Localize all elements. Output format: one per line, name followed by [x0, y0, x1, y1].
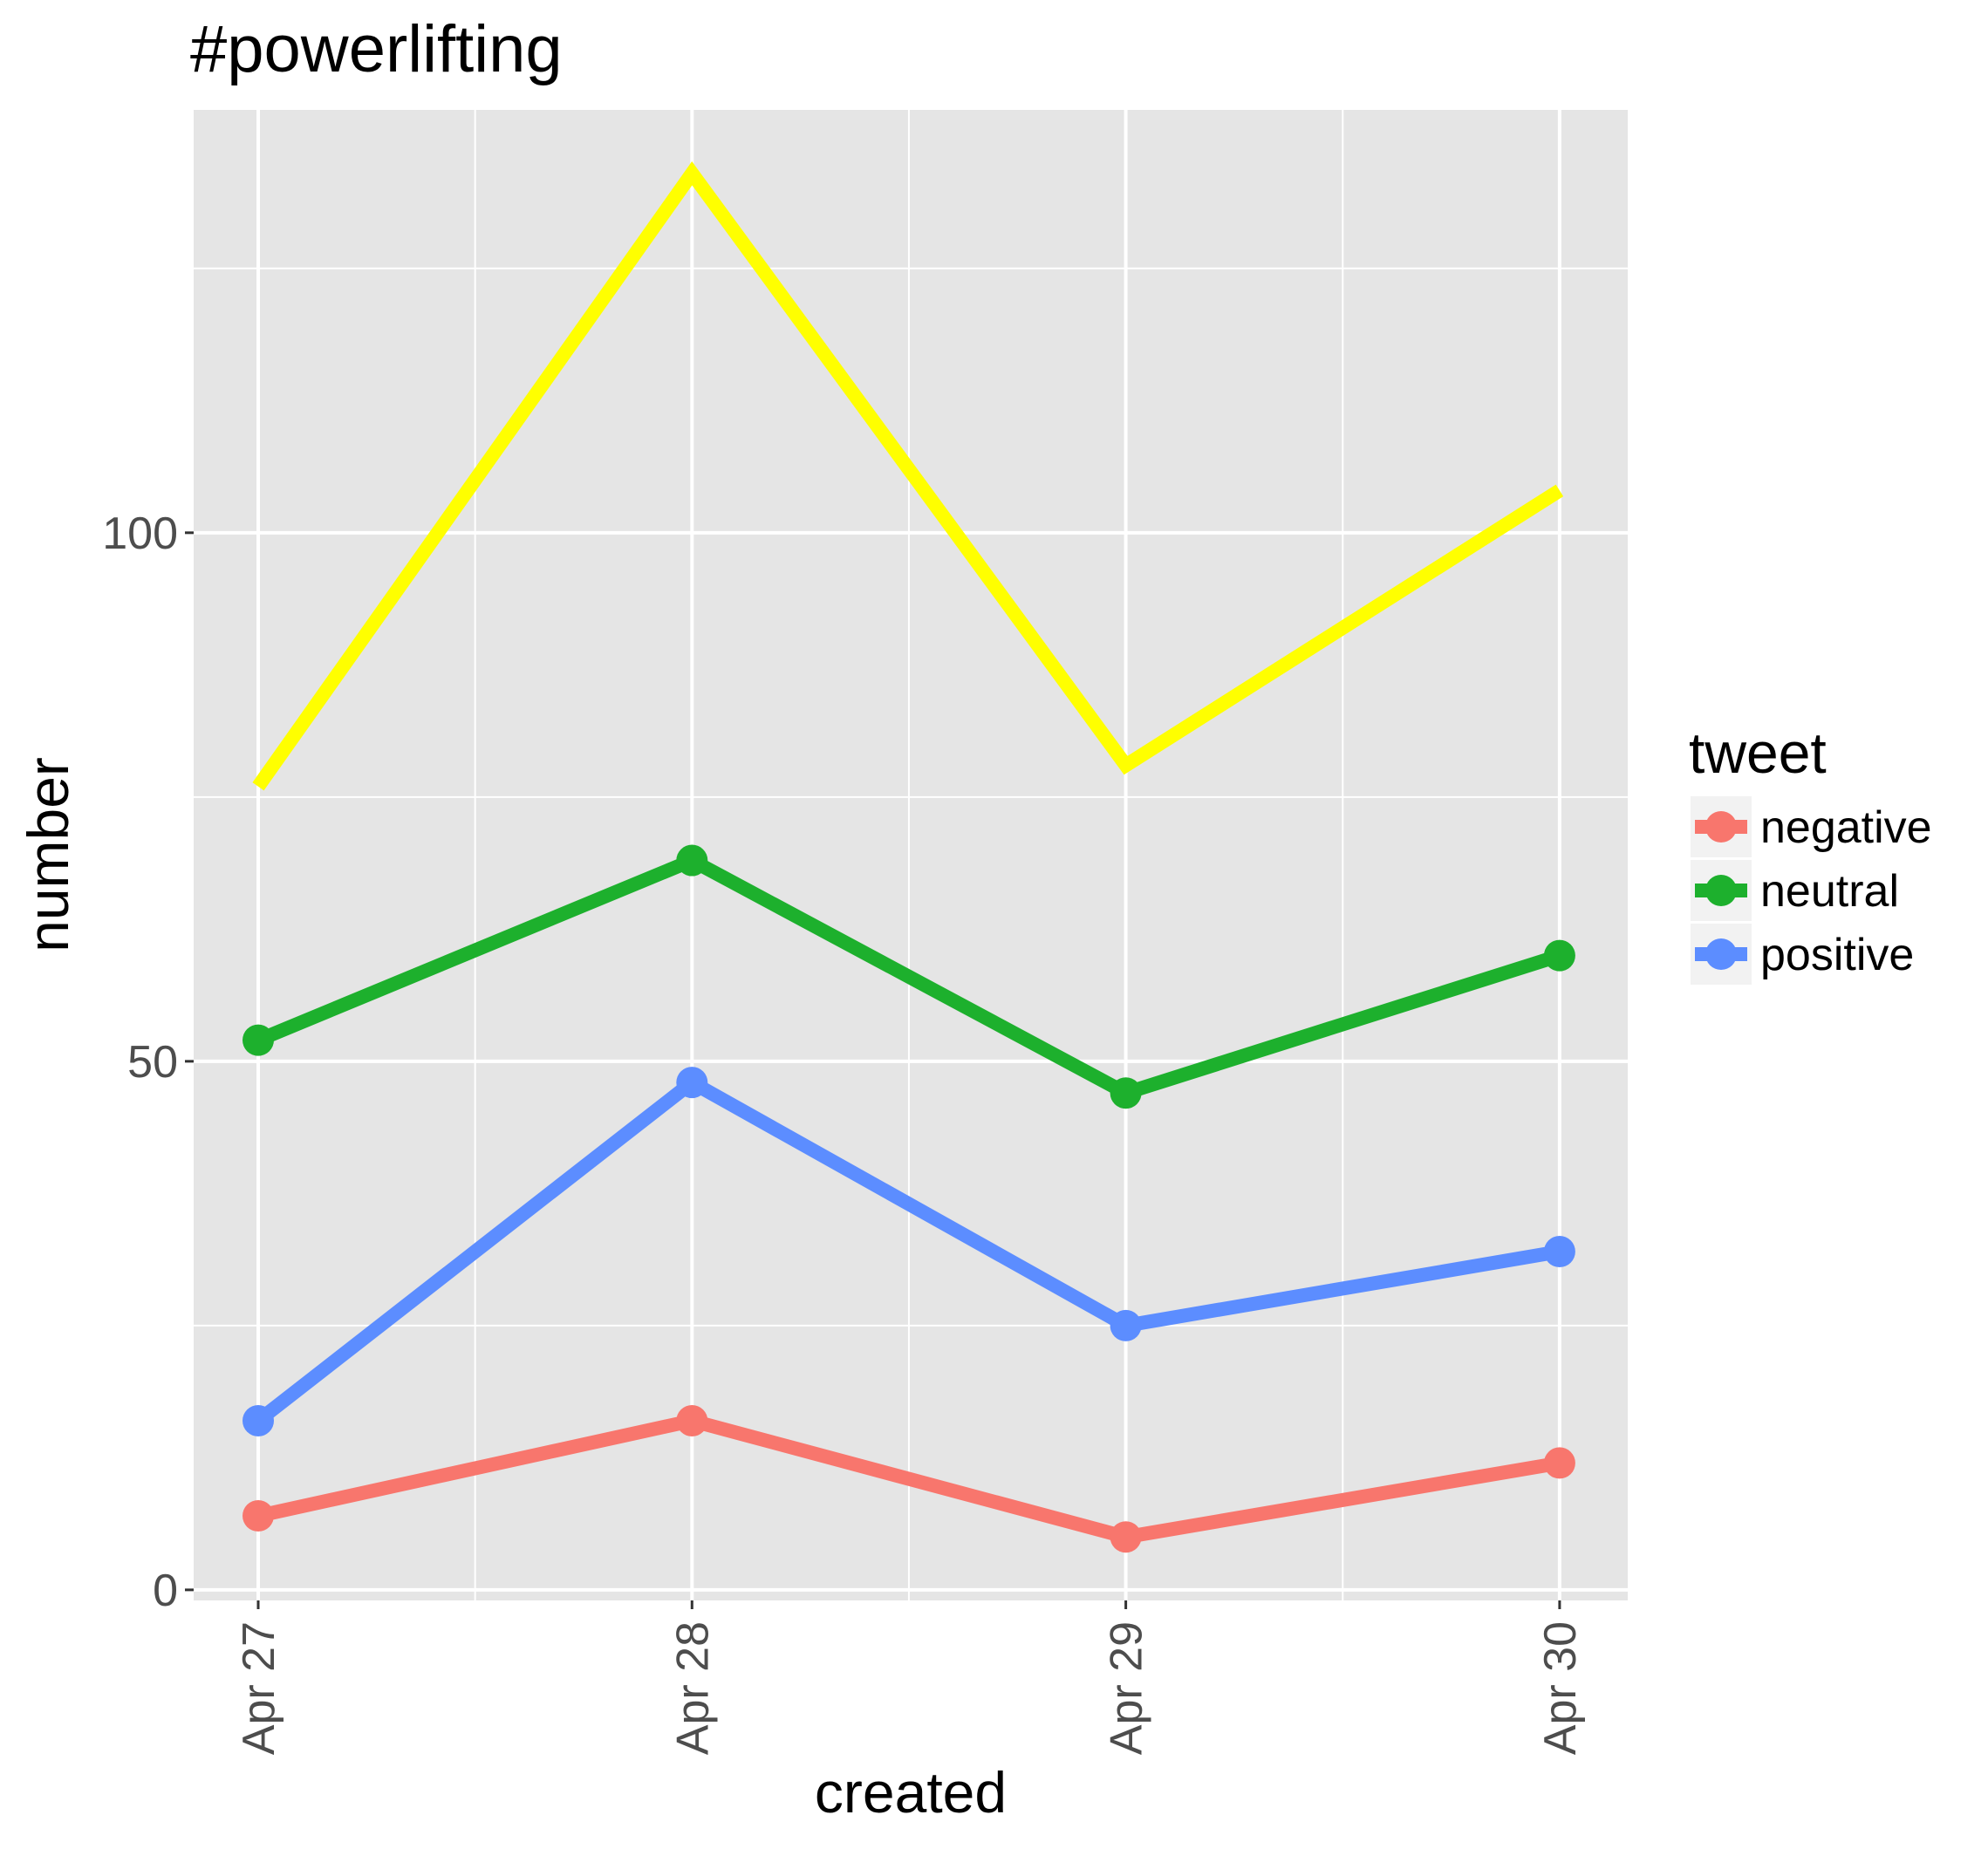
- legend-key-point: [1705, 938, 1737, 970]
- grid-minor: [194, 110, 1628, 1600]
- chart-title: #powerlifting: [190, 12, 563, 86]
- neutral-point: [676, 844, 708, 877]
- y-axis: 0 50 100: [102, 508, 194, 1616]
- positive-point: [1543, 1236, 1575, 1268]
- neutral-point: [1110, 1077, 1142, 1109]
- x-axis: Apr 27 Apr 28 Apr 29 Apr 30: [234, 1600, 1586, 1755]
- legend-key-point: [1705, 811, 1737, 843]
- grid-major: [194, 110, 1628, 1600]
- neutral-series-line: [255, 852, 1562, 1101]
- positive-point: [1110, 1309, 1142, 1341]
- positive-point: [243, 1404, 274, 1436]
- negative-point: [676, 1404, 708, 1436]
- y-tick-label: 100: [102, 508, 178, 559]
- positive-point: [676, 1067, 708, 1099]
- x-tick-label: Apr 27: [234, 1621, 284, 1755]
- y-axis-label: number: [16, 757, 80, 952]
- unlabeled-series-line: [252, 161, 1564, 791]
- y-tick-label: 0: [153, 1566, 178, 1616]
- series-layer: [243, 161, 1575, 1553]
- x-axis-label: created: [815, 1760, 1007, 1825]
- y-tick-label: 50: [127, 1037, 178, 1088]
- negative-point: [1543, 1447, 1575, 1479]
- legend: tweet negative neutral positive: [1689, 720, 1932, 985]
- neutral-point: [1543, 939, 1575, 972]
- legend-title: tweet: [1689, 720, 1827, 785]
- negative-point: [243, 1500, 274, 1532]
- positive-series-line: [254, 1074, 1561, 1427]
- legend-label: positive: [1760, 930, 1914, 980]
- neutral-point: [243, 1024, 274, 1056]
- plot-panel: [194, 110, 1628, 1600]
- legend-key-point: [1705, 875, 1737, 906]
- negative-point: [1110, 1521, 1142, 1553]
- x-tick-label: Apr 30: [1535, 1621, 1586, 1755]
- x-tick-label: Apr 29: [1102, 1621, 1152, 1755]
- legend-label: neutral: [1760, 866, 1899, 917]
- legend-label: negative: [1760, 802, 1932, 853]
- x-tick-label: Apr 28: [667, 1621, 718, 1755]
- negative-series-line: [256, 1413, 1561, 1545]
